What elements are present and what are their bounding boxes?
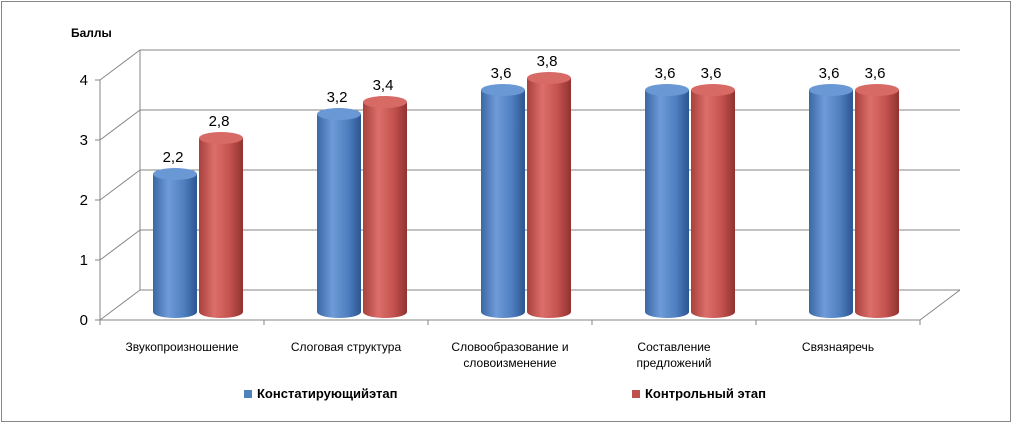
- bar-top: [855, 84, 899, 96]
- data-label-1-4: 3,6: [655, 65, 676, 82]
- bar-body: [691, 90, 735, 318]
- data-label-2-1: 2,8: [209, 113, 230, 130]
- data-label-2-5: 3,6: [865, 65, 886, 82]
- bar-top: [199, 132, 243, 144]
- data-label-2-3: 3,8: [537, 53, 558, 70]
- bar-2-2: [363, 96, 407, 318]
- y-tick-label: 1: [80, 252, 88, 269]
- category-label: Составление: [637, 340, 710, 354]
- bar-1-5: [809, 84, 853, 318]
- y-axis-label: Баллы: [71, 26, 112, 40]
- legend-swatch-red: [632, 389, 640, 398]
- bar-body: [199, 138, 243, 318]
- bar-body: [855, 90, 899, 318]
- bar-2-1: [199, 132, 243, 318]
- bar-top: [527, 72, 571, 84]
- gridline-side: [99, 109, 141, 141]
- bar-body: [363, 102, 407, 318]
- bar-1-4: [645, 84, 689, 318]
- gridline-side: [99, 49, 141, 81]
- bar-top: [809, 84, 853, 96]
- legend-item-series-2: Контрольный этап: [632, 386, 766, 401]
- legend-swatch-blue: [244, 389, 252, 398]
- bar-top: [363, 96, 407, 108]
- bar-body: [645, 90, 689, 318]
- category-label: словоизменение: [463, 356, 556, 370]
- gridline-side: [99, 289, 141, 321]
- category-label: Звукопроизношение: [125, 340, 238, 354]
- bar-2-5: [855, 84, 899, 318]
- bar-1-2: [317, 108, 361, 318]
- data-label-1-3: 3,6: [491, 65, 512, 82]
- y-tick-label: 4: [80, 72, 88, 89]
- bar-top: [153, 168, 197, 180]
- data-label-1-2: 3,2: [327, 89, 348, 106]
- bar-body: [317, 114, 361, 318]
- legend-label-series-2: Контрольный этап: [645, 386, 766, 401]
- bar-top: [645, 84, 689, 96]
- bar-body: [481, 90, 525, 318]
- category-label: предложений: [637, 356, 712, 370]
- bar-2-3: [527, 72, 571, 318]
- category-label: Слоговая структура: [291, 340, 402, 354]
- data-label-2-2: 3,4: [373, 77, 394, 94]
- data-label-1-1: 2,2: [163, 149, 184, 166]
- bar-2-4: [691, 84, 735, 318]
- legend: Констатирующийэтап Контрольный этап: [0, 386, 1012, 406]
- bar-body: [527, 78, 571, 318]
- bar-body: [809, 90, 853, 318]
- data-label-2-4: 3,6: [701, 65, 722, 82]
- gridline-side: [99, 169, 141, 201]
- bar-body: [153, 174, 197, 318]
- category-label: Словообразование и: [451, 340, 568, 354]
- labels-layer: 0 1 2 3 4 2,2 2,8 Звукопроизношение 3,2 3,4 Слогов…: [80, 53, 886, 370]
- bar-1-1: [153, 168, 197, 318]
- bar-top: [481, 84, 525, 96]
- legend-item-series-1: Констатирующийэтап: [244, 386, 397, 401]
- data-label-1-5: 3,6: [819, 65, 840, 82]
- y-tick-label: 3: [80, 132, 88, 149]
- bars-layer: [153, 72, 899, 318]
- bar-1-3: [481, 84, 525, 318]
- bar-top: [691, 84, 735, 96]
- bar-top: [317, 108, 361, 120]
- legend-label-series-1: Констатирующийэтап: [257, 386, 398, 401]
- gridline-side: [99, 229, 141, 261]
- y-tick-label: 2: [80, 192, 88, 209]
- category-label: Связнаяречь: [802, 340, 874, 354]
- y-tick-label: 0: [80, 312, 88, 329]
